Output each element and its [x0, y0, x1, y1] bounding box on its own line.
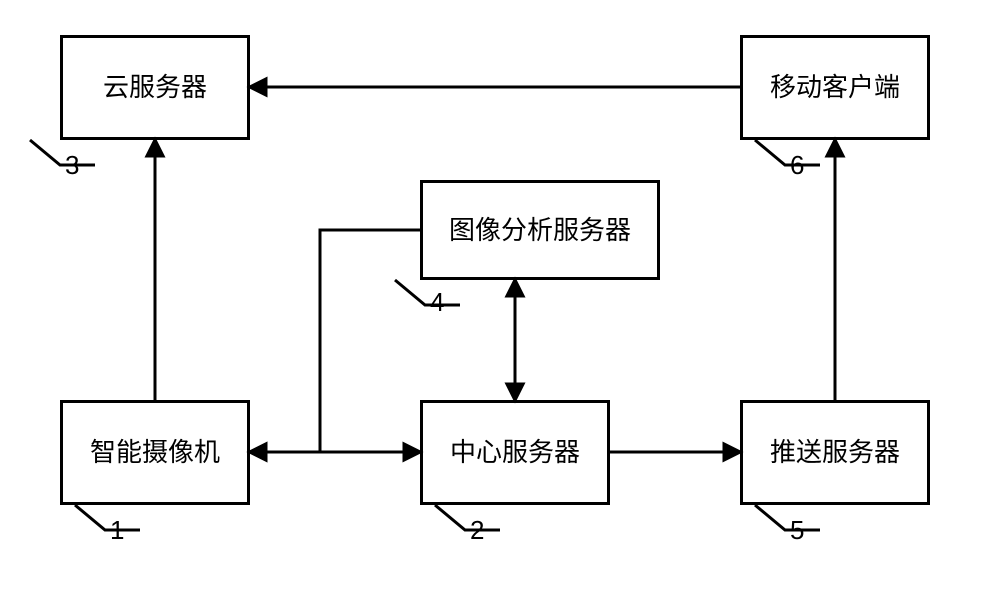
flag-5: 5	[790, 515, 804, 546]
node-label: 智能摄像机	[90, 438, 220, 467]
diagram-canvas: 智能摄像机 中心服务器 云服务器 图像分析服务器 推送服务器 移动客户端 1 2…	[0, 0, 1000, 600]
flag-line-3	[30, 140, 95, 165]
edge-n4-n1	[250, 230, 420, 452]
node-label: 图像分析服务器	[449, 216, 631, 245]
node-label: 云服务器	[103, 73, 207, 102]
flag-6: 6	[790, 150, 804, 181]
node-cloud-server: 云服务器	[60, 35, 250, 140]
node-label: 中心服务器	[450, 438, 580, 467]
node-label: 推送服务器	[770, 438, 900, 467]
flag-line-4	[395, 280, 460, 305]
node-push-server: 推送服务器	[740, 400, 930, 505]
flag-4: 4	[430, 287, 444, 318]
node-image-analysis-server: 图像分析服务器	[420, 180, 660, 280]
flag-3: 3	[65, 150, 79, 181]
flag-line-6	[755, 140, 820, 165]
flag-2: 2	[470, 515, 484, 546]
flag-1: 1	[110, 515, 124, 546]
flag-line-2	[435, 505, 500, 530]
node-label: 移动客户端	[770, 73, 900, 102]
flag-line-1	[75, 505, 140, 530]
node-center-server: 中心服务器	[420, 400, 610, 505]
node-mobile-client: 移动客户端	[740, 35, 930, 140]
flag-line-5	[755, 505, 820, 530]
node-smart-camera: 智能摄像机	[60, 400, 250, 505]
